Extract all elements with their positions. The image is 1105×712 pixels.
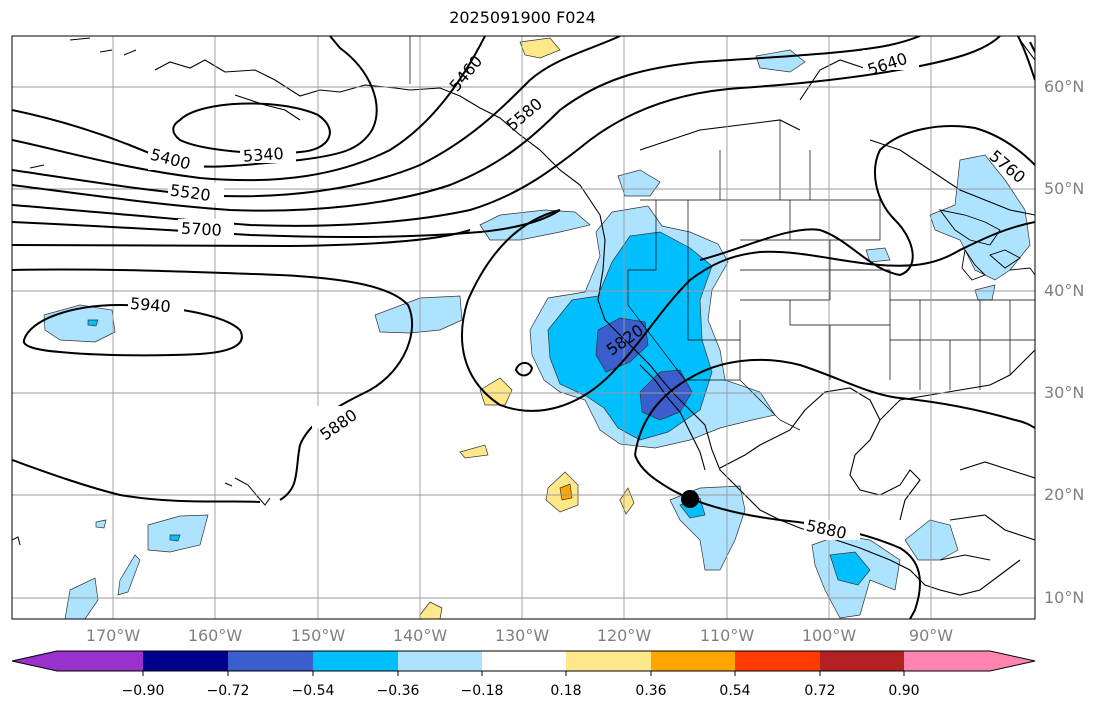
lon-label-90w: 90°W: [908, 626, 954, 645]
colorbar-tick-label: −0.36: [376, 683, 420, 699]
coastlines: [154, 39, 1035, 596]
colorbar-segment-5: [398, 651, 482, 671]
contour-label-5340: 5340: [242, 144, 284, 166]
storm-center-marker: [681, 490, 699, 508]
colorbar-segment-10: [820, 651, 904, 671]
colorbar-outline: [11, 650, 1036, 672]
map-frame: [11, 35, 1036, 620]
lat-label-20n: 20°N: [1044, 485, 1085, 504]
lat-label-40n: 40°N: [1044, 281, 1085, 300]
lon-label-100w: 100°W: [801, 626, 857, 645]
colorbar-segment-7: [566, 651, 651, 671]
colorbar-segment-4: [313, 651, 398, 671]
lon-label-140w: 140°W: [392, 626, 448, 645]
colorbar-tick-label: −0.18: [460, 683, 504, 699]
lon-label-110w: 110°W: [699, 626, 755, 645]
colorbar-tick-label: −0.90: [121, 683, 165, 699]
lon-label-130w: 130°W: [494, 626, 550, 645]
colorbar-segment-2: [143, 651, 228, 671]
colorbar-extend-high: [990, 651, 1035, 671]
islands: [12, 37, 271, 546]
colorbar-segment-9: [735, 651, 820, 671]
colorbar-tick-label: 0.54: [719, 683, 751, 699]
lon-label-150w: 150°W: [290, 626, 346, 645]
colorbar: [11, 650, 1036, 676]
lat-label-10n: 10°N: [1044, 588, 1085, 607]
anomaly-shading: [43, 37, 1031, 619]
colorbar-tick-label: 0.72: [804, 683, 836, 699]
colorbar-tick-label: −0.54: [291, 683, 335, 699]
colorbar-segment-8: [651, 651, 735, 671]
colorbar-segment-11: [904, 651, 990, 671]
map-title: 2025091900 F024: [449, 8, 596, 27]
colorbar-segment-6: [482, 651, 566, 671]
contour-label-5700: 5700: [181, 219, 223, 240]
lon-label-160w: 160°W: [187, 626, 243, 645]
colorbar-segment-3: [228, 651, 313, 671]
height-contours: [12, 36, 1035, 619]
lat-label-50n: 50°N: [1044, 179, 1085, 198]
colorbar-tick-label: −0.72: [206, 683, 250, 699]
colorbar-tick-label: 0.90: [888, 683, 920, 699]
political-borders: [409, 36, 1035, 431]
colorbar-tick-label: 0.36: [635, 683, 667, 699]
colorbar-extend-low: [12, 651, 57, 671]
great-lakes: [938, 209, 1035, 281]
graticule: [12, 36, 1035, 619]
lat-label-60n: 60°N: [1044, 77, 1085, 96]
colorbar-tick-label: 0.18: [550, 683, 582, 699]
colorbar-segment-1: [57, 651, 143, 671]
contour-label-5940: 5940: [129, 294, 171, 316]
lat-label-30n: 30°N: [1044, 383, 1085, 402]
lon-label-120w: 120°W: [596, 626, 652, 645]
lon-label-170w: 170°W: [85, 626, 141, 645]
